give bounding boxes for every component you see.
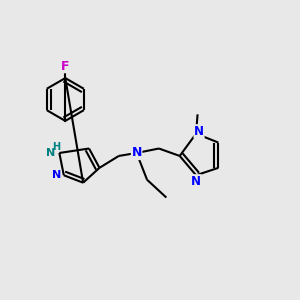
- Text: F: F: [61, 60, 70, 73]
- Text: N: N: [131, 146, 142, 160]
- Text: N: N: [52, 170, 61, 180]
- Text: N: N: [191, 175, 201, 188]
- Text: H: H: [52, 142, 60, 152]
- Text: N: N: [46, 148, 56, 158]
- Text: N: N: [194, 125, 204, 138]
